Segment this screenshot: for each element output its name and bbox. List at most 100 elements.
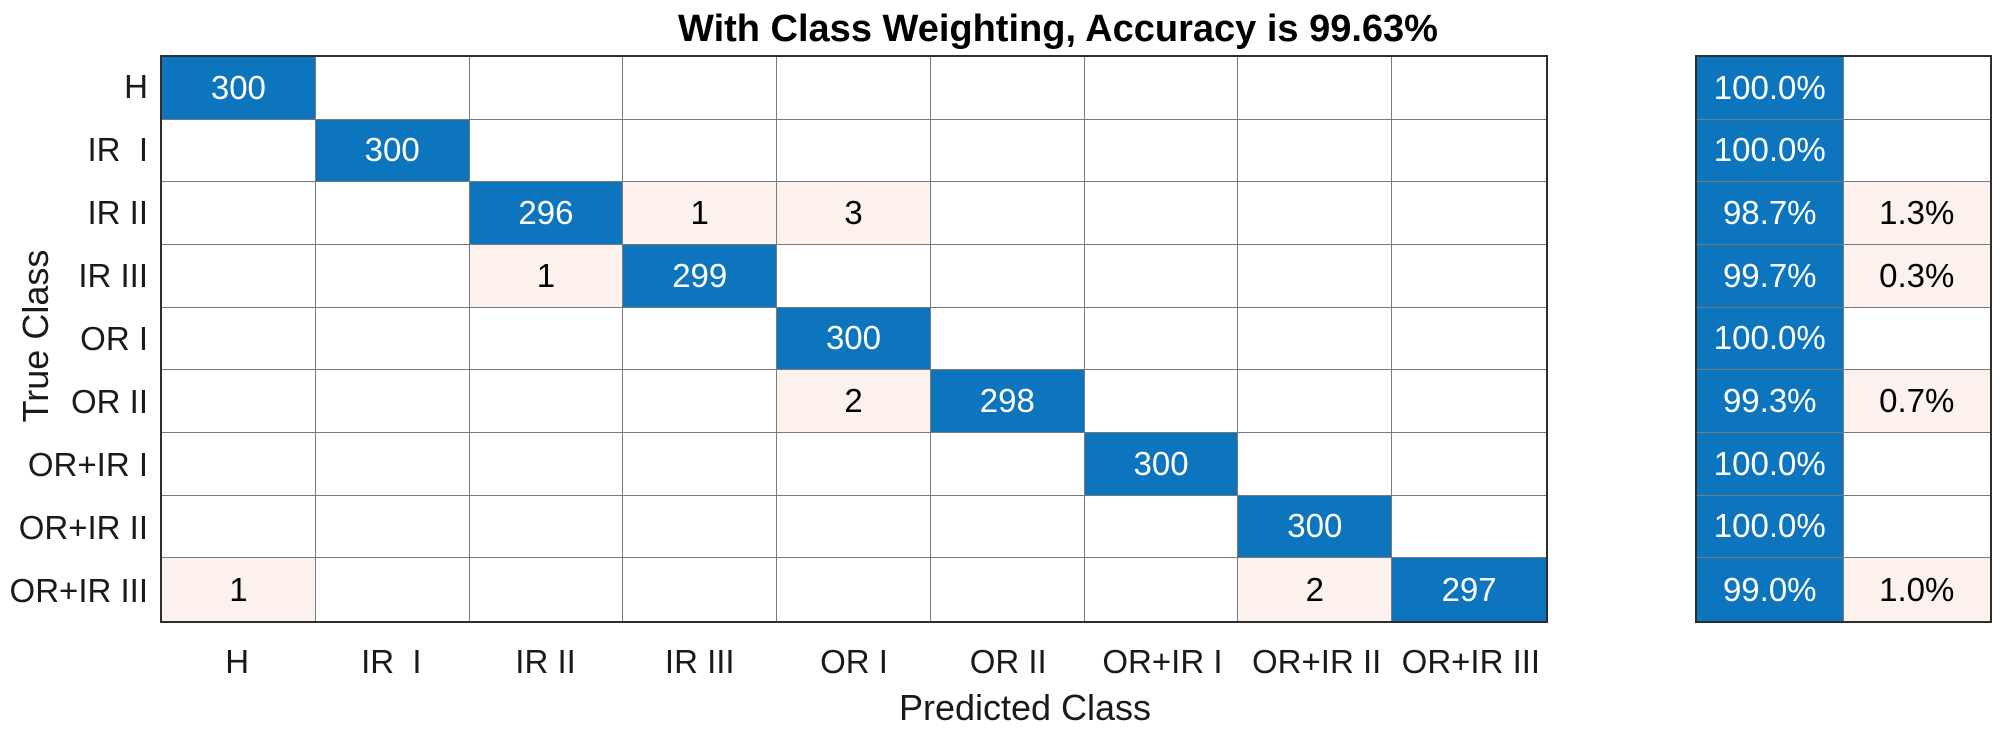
matrix-cell [623, 119, 778, 183]
matrix-cell: 3 [777, 182, 931, 245]
matrix-cell [930, 495, 1085, 559]
matrix-cell [623, 370, 778, 433]
x-tick-label: OR+IR I [1102, 643, 1223, 680]
summary-recall-cell: 100.0% [1697, 307, 1844, 371]
matrix-cell [469, 119, 624, 183]
summary-recall-cell: 99.0% [1697, 558, 1844, 621]
matrix-cell [1238, 433, 1393, 496]
matrix-cell [1238, 370, 1393, 433]
matrix-cell [777, 495, 931, 559]
summary-fnr-cell: 1.3% [1843, 182, 1990, 245]
x-tick-label: IR I [361, 643, 422, 680]
summary-recall-cell: 100.0% [1697, 433, 1844, 496]
matrix-cell [315, 558, 470, 621]
x-tick-label: OR+IR II [1252, 643, 1382, 680]
y-tick-label: OR+IR I [27, 446, 148, 484]
matrix-cell [777, 245, 931, 308]
x-axis-label: Predicted Class [898, 687, 1152, 728]
matrix-cell [162, 495, 316, 559]
matrix-cell [1084, 57, 1239, 120]
matrix-cell [777, 57, 931, 120]
x-tick-label: IR III [664, 643, 735, 680]
matrix-cell [930, 558, 1085, 621]
matrix-cell [469, 57, 624, 120]
matrix-cell [930, 433, 1085, 496]
matrix-cell [1084, 245, 1239, 308]
summary-fnr-cell [1843, 433, 1990, 496]
matrix-cell [1084, 182, 1239, 245]
summary-recall-cell: 99.7% [1697, 245, 1844, 308]
matrix-cell [1084, 558, 1239, 621]
x-tick-label: OR I [820, 643, 888, 680]
matrix-cell: 300 [1238, 495, 1393, 559]
y-tick-label: OR I [80, 319, 148, 357]
x-tick-labels: H IR I IR II IR III OR I OR II OR+IR I OR+IR II… [160, 643, 1548, 680]
summary-fnr-cell [1843, 307, 1990, 371]
matrix-cell [469, 370, 624, 433]
matrix-cell [623, 307, 778, 371]
matrix-cell [777, 119, 931, 183]
chart-title: With Class Weighting, Accuracy is 99.63% [678, 8, 1438, 50]
matrix-cell [1392, 119, 1546, 183]
matrix-cell [162, 433, 316, 496]
matrix-cell [777, 558, 931, 621]
matrix-cell [1392, 245, 1546, 308]
matrix-cell [1238, 307, 1393, 371]
matrix-cell: 300 [162, 57, 316, 120]
matrix-cell [623, 433, 778, 496]
matrix-cell: 1 [623, 182, 778, 245]
matrix-cell [1238, 182, 1393, 245]
matrix-cell [623, 495, 778, 559]
matrix-cell: 300 [1084, 433, 1239, 496]
y-tick-label: IR I [87, 130, 148, 168]
matrix-cell: 2 [777, 370, 931, 433]
matrix-cell [315, 433, 470, 496]
y-tick-label: OR II [70, 383, 148, 421]
matrix-cell [162, 370, 316, 433]
matrix-cell [1084, 119, 1239, 183]
matrix-cell [1084, 370, 1239, 433]
matrix-cell [623, 558, 778, 621]
matrix-cell [930, 182, 1085, 245]
matrix-cell [162, 119, 316, 183]
matrix-cell [162, 307, 316, 371]
summary-recall-cell: 99.3% [1697, 370, 1844, 433]
y-tick-labels: H IR I IR II IR III OR I OR II OR+IR I OR+IR II… [0, 55, 148, 623]
y-tick-label: IR II [87, 193, 148, 231]
matrix-cell [315, 245, 470, 308]
matrix-cell [315, 182, 470, 245]
matrix-cell [469, 433, 624, 496]
matrix-cell: 1 [162, 558, 316, 621]
summary-fnr-cell: 0.3% [1843, 245, 1990, 308]
summary-fnr-cell [1843, 57, 1990, 120]
x-tick-label: OR+IR III [1401, 643, 1541, 680]
summary-recall-cell: 98.7% [1697, 182, 1844, 245]
matrix-cell [1392, 370, 1546, 433]
summary-recall-cell: 100.0% [1697, 495, 1844, 559]
y-tick-label: OR+IR II [18, 509, 148, 547]
matrix-cell [315, 370, 470, 433]
matrix-cell [930, 245, 1085, 308]
matrix-cell [1392, 307, 1546, 371]
summary-fnr-cell [1843, 119, 1990, 183]
matrix-cell [162, 245, 316, 308]
matrix-cell: 1 [469, 245, 624, 308]
matrix-cell: 300 [777, 307, 931, 371]
confusion-matrix-grid: 300 300 296 1 3 1 299 300 2 298 300 300 1 2 297 [160, 55, 1548, 623]
summary-recall-cell: 100.0% [1697, 57, 1844, 120]
matrix-cell [930, 57, 1085, 120]
summary-fnr-cell: 0.7% [1843, 370, 1990, 433]
matrix-cell [162, 182, 316, 245]
matrix-cell [315, 495, 470, 559]
summary-recall-cell: 100.0% [1697, 119, 1844, 183]
matrix-cell [1392, 182, 1546, 245]
matrix-cell [469, 495, 624, 559]
matrix-cell [1084, 307, 1239, 371]
x-tick-label: OR II [969, 643, 1047, 680]
matrix-cell: 298 [930, 370, 1085, 433]
row-summary-panel: 100.0% 100.0% 98.7% 1.3% 99.7% 0.3% 100.0% 99.3… [1695, 55, 1992, 623]
matrix-cell [1392, 433, 1546, 496]
y-tick-label: OR+IR III [9, 572, 148, 610]
matrix-cell [1238, 245, 1393, 308]
